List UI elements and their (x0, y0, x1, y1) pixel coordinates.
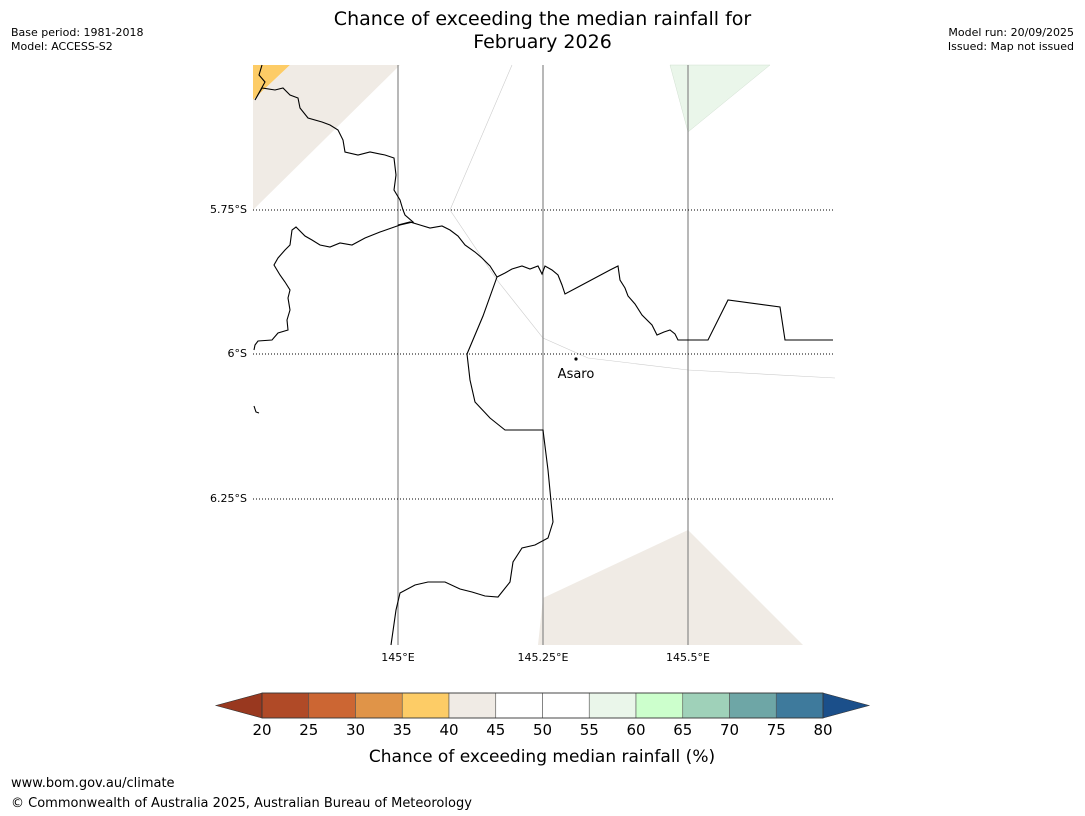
legend-cell (261, 692, 310, 719)
lat-label: 6.25°S (210, 492, 247, 505)
lon-label: 145.5°E (666, 651, 710, 664)
place-marker (574, 357, 578, 361)
legend-cell (448, 692, 497, 719)
model-run: Model run: 20/09/2025 (948, 26, 1074, 39)
footer-url[interactable]: www.bom.gov.au/climate (11, 776, 175, 791)
legend-tick-label: 80 (813, 721, 832, 739)
legend-tick-label: 35 (393, 721, 412, 739)
map-area: Asaro 5.75°S 6°S 6.25°S 145°E 145.25°E 1… (210, 64, 836, 664)
title-line-2: February 2026 (473, 31, 612, 53)
legend-tick-label: 60 (626, 721, 645, 739)
region-55-60-ne (669, 64, 771, 133)
color-legend: 20 25 30 35 40 45 50 55 60 65 70 75 80 Chance of exc… (214, 692, 871, 767)
legend-overflow-arrow (822, 692, 871, 719)
legend-cell (682, 692, 730, 719)
legend-tick-label: 70 (720, 721, 739, 739)
boundary-line (253, 405, 260, 414)
lat-label: 5.75°S (210, 203, 247, 216)
legend-cell (542, 692, 590, 719)
legend-cell (588, 692, 637, 719)
title-line-1: Chance of exceeding the median rainfall … (333, 8, 752, 30)
legend-title: Chance of exceeding median rainfall (%) (369, 747, 715, 767)
legend-cell (635, 692, 684, 719)
legend-tick-label: 25 (299, 721, 318, 739)
legend-frame (261, 692, 824, 719)
issued-status: Issued: Map not issued (947, 40, 1074, 53)
lat-label: 6°S (228, 347, 247, 360)
legend-ticks: 20 25 30 35 40 45 50 55 60 65 70 75 80 (252, 721, 832, 739)
legend-cell (495, 692, 543, 719)
page-title: Chance of exceeding the median rainfall … (0, 8, 1085, 54)
legend-tick-label: 50 (533, 721, 552, 739)
lon-label: 145.25°E (518, 651, 569, 664)
base-period: Base period: 1981-2018 (11, 26, 144, 39)
legend-tick-label: 55 (580, 721, 599, 739)
footer-copyright: © Commonwealth of Australia 2025, Austra… (11, 796, 472, 811)
legend-tick-label: 45 (486, 721, 505, 739)
meta-right: Model run: 20/09/2025 Issued: Map not is… (948, 26, 1074, 54)
legend-cell (775, 692, 824, 719)
meta-left: Base period: 1981-2018 Model: ACCESS-S2 (11, 26, 143, 54)
contour-line (449, 64, 513, 211)
legend-cells (261, 692, 824, 719)
legend-tick-label: 65 (673, 721, 692, 739)
boundary-line (390, 276, 554, 646)
region-40-45-s (538, 530, 803, 645)
legend-tick-label: 75 (767, 721, 786, 739)
legend-tick-label: 20 (252, 721, 271, 739)
legend-underflow-arrow (214, 692, 263, 719)
region-40-45-nw (253, 65, 400, 210)
model-name: Model: ACCESS-S2 (11, 40, 113, 53)
contour-line (449, 209, 836, 379)
legend-tick-label: 40 (439, 721, 458, 739)
legend-tick-label: 30 (346, 721, 365, 739)
lon-label: 145°E (381, 651, 414, 664)
legend-cell (729, 692, 777, 719)
legend-cell (401, 692, 450, 719)
boundary-line (397, 221, 833, 341)
legend-cell (355, 692, 403, 719)
legend-cell (308, 692, 356, 719)
place-label: Asaro (558, 367, 595, 382)
